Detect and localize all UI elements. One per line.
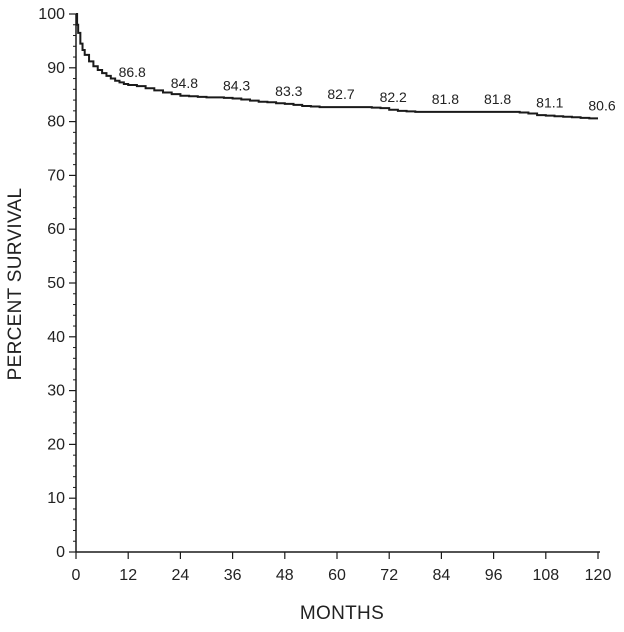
x-tick-label: 96 [485,567,503,584]
y-tick-label: 0 [56,544,65,561]
survival-curve-line [76,13,598,120]
x-tick-label: 108 [532,567,559,584]
data-label: 81.1 [536,95,563,111]
y-tick-label: 90 [47,60,65,77]
y-tick-label: 60 [47,221,65,238]
x-axis-ticks: 0 12 24 36 48 60 72 84 96 108 120 [72,552,612,584]
y-axis-ticks: 0 10 20 30 40 50 60 70 80 90 100 [38,6,76,561]
x-tick-label: 36 [224,567,242,584]
data-label: 86.8 [119,64,146,80]
y-tick-label: 50 [47,275,65,292]
y-tick-label: 20 [47,436,65,453]
data-label: 83.3 [275,83,302,99]
data-label: 80.6 [588,97,615,113]
data-label: 84.8 [171,75,198,91]
x-axis-title: MONTHS [300,603,384,624]
y-axis-title: PERCENT SURVIVAL [5,188,26,381]
x-tick-label: 12 [119,567,137,584]
x-tick-label: 72 [380,567,398,584]
data-label: 81.8 [484,91,511,107]
y-tick-label: 30 [47,383,65,400]
y-tick-label: 10 [47,490,65,507]
x-tick-label: 120 [585,567,612,584]
data-label: 81.8 [432,91,459,107]
data-labels: 86.8 84.8 84.3 83.3 82.7 82.2 81.8 81.8 81.1 80.6 [119,64,616,113]
x-tick-label: 60 [328,567,346,584]
data-label: 82.2 [380,89,407,105]
y-tick-label: 100 [38,6,65,23]
x-tick-label: 84 [433,567,451,584]
x-tick-label: 48 [276,567,294,584]
y-tick-label: 70 [47,167,65,184]
data-label: 84.3 [223,77,250,93]
y-tick-label: 80 [47,114,65,131]
x-tick-label: 0 [72,567,81,584]
y-tick-label: 40 [47,329,65,346]
data-label: 82.7 [327,86,354,102]
x-tick-label: 24 [172,567,190,584]
